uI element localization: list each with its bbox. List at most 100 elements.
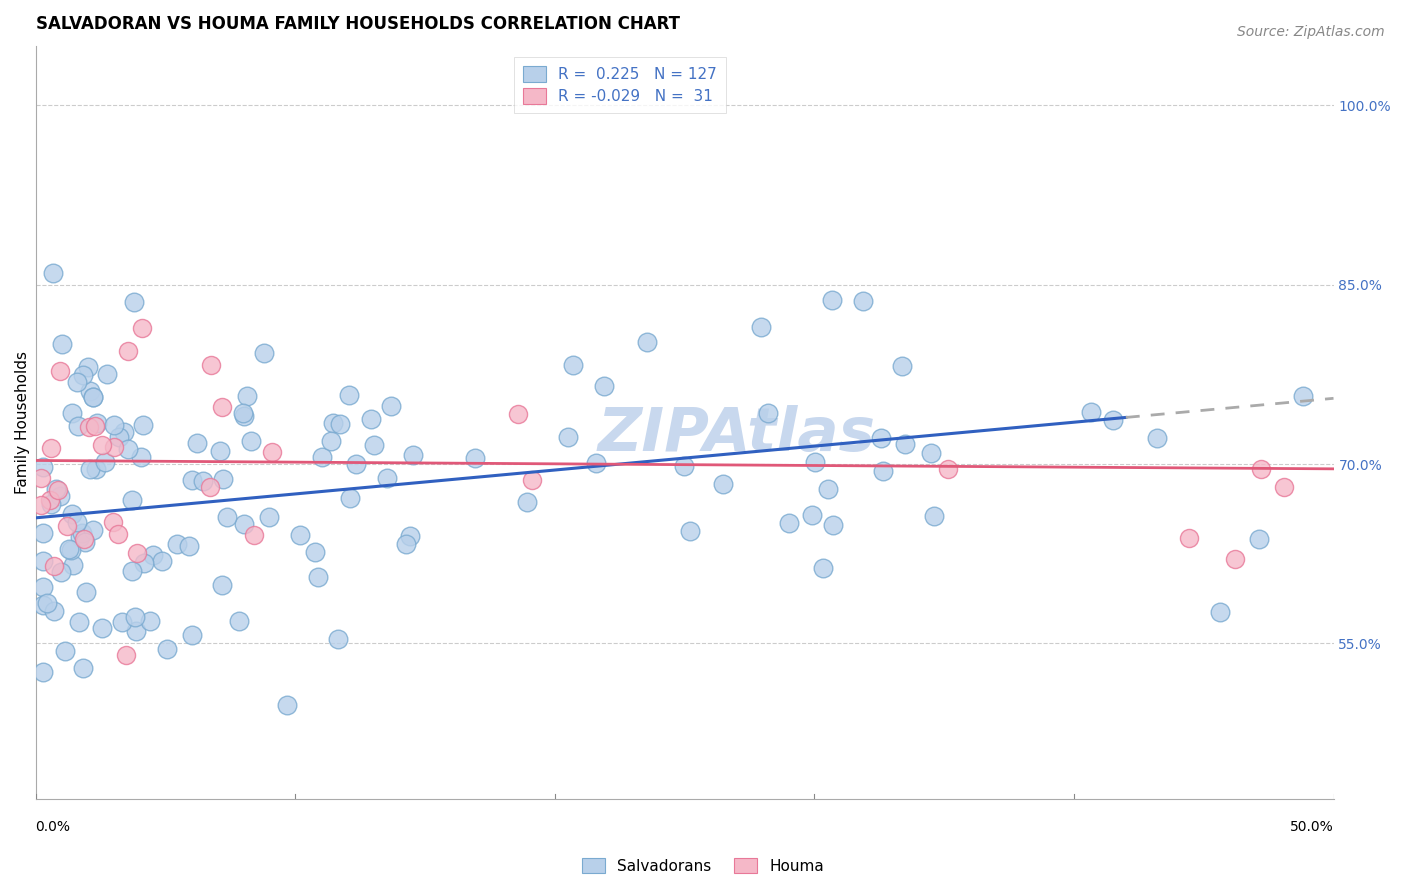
Point (585, 456, 607, 470)
Point (125, 545, 148, 559)
Point (73, 532, 96, 546)
Point (67, 615, 90, 629)
Point (344, 457, 367, 471)
Point (211, 577, 233, 591)
Point (811, 561, 834, 575)
Point (363, 438, 385, 452)
Point (522, 473, 544, 487)
Point (240, 434, 263, 448)
Point (636, 334, 658, 349)
Point (893, 436, 915, 450)
Point (44, 605, 66, 619)
Point (922, 508, 945, 523)
Point (817, 482, 839, 496)
Point (124, 610, 146, 624)
Point (72, 368, 94, 382)
Legend: Salvadorans, Houma: Salvadorans, Houma (576, 852, 830, 880)
Point (156, 642, 179, 657)
Point (380, 399, 402, 413)
Point (673, 458, 696, 473)
Point (75, 584, 97, 599)
Point (32, 580, 55, 594)
Point (1209, 605, 1232, 619)
Point (142, 548, 165, 562)
Point (60, 507, 83, 521)
Point (1250, 461, 1272, 475)
Point (236, 389, 259, 403)
Point (38, 492, 60, 507)
Point (82, 524, 104, 538)
Point (288, 528, 311, 542)
Point (35, 596, 58, 610)
Point (114, 648, 136, 663)
Point (42, 558, 65, 573)
Point (749, 319, 772, 334)
Point (217, 509, 239, 524)
Point (30, 471, 52, 485)
Point (180, 627, 202, 641)
Point (94, 455, 117, 469)
Point (112, 425, 135, 440)
Point (1101, 413, 1123, 427)
Point (60, 543, 83, 558)
Point (32, 526, 55, 541)
Point (82, 390, 104, 404)
Point (801, 508, 824, 523)
Point (200, 358, 222, 372)
Point (84, 462, 107, 476)
Point (51, 337, 73, 351)
Point (508, 407, 530, 421)
Y-axis label: Family Households: Family Households (15, 351, 30, 493)
Point (193, 474, 215, 488)
Point (180, 474, 202, 488)
Point (678, 524, 700, 538)
Point (304, 545, 326, 559)
Point (101, 515, 124, 529)
Point (58, 541, 80, 556)
Point (399, 529, 422, 543)
Point (103, 418, 125, 433)
Point (1080, 405, 1102, 419)
Point (1249, 533, 1271, 547)
Point (117, 442, 139, 456)
Point (375, 471, 398, 485)
Point (72, 661, 94, 675)
Point (138, 614, 160, 628)
Point (122, 294, 145, 309)
Point (132, 417, 155, 432)
Point (711, 476, 734, 491)
Point (121, 493, 143, 508)
Point (593, 379, 616, 393)
Point (46, 483, 69, 498)
Legend: R =  0.225   N = 127, R = -0.029   N =  31: R = 0.225 N = 127, R = -0.029 N = 31 (513, 57, 725, 113)
Point (108, 430, 131, 444)
Text: SALVADORAN VS HOUMA FAMILY HOUSEHOLDS CORRELATION CHART: SALVADORAN VS HOUMA FAMILY HOUSEHOLDS CO… (35, 15, 679, 33)
Point (464, 450, 486, 465)
Point (124, 624, 146, 639)
Point (56, 518, 79, 533)
Point (516, 495, 538, 509)
Point (96, 367, 118, 381)
Point (561, 358, 583, 372)
Point (1223, 552, 1246, 566)
Point (232, 406, 254, 420)
Point (79, 384, 101, 399)
Point (60, 406, 83, 420)
Point (307, 570, 329, 584)
Point (32, 460, 55, 475)
Point (39, 498, 62, 512)
Point (326, 632, 349, 647)
Point (177, 539, 200, 553)
Point (891, 359, 914, 373)
Point (73, 535, 96, 549)
Text: 0.0%: 0.0% (35, 821, 70, 834)
Point (1292, 389, 1315, 403)
Point (42, 266, 65, 280)
Point (395, 536, 418, 550)
Point (232, 516, 254, 531)
Point (111, 615, 134, 630)
Point (49, 489, 72, 503)
Point (91, 438, 114, 452)
Point (1272, 480, 1295, 494)
Point (132, 556, 155, 570)
